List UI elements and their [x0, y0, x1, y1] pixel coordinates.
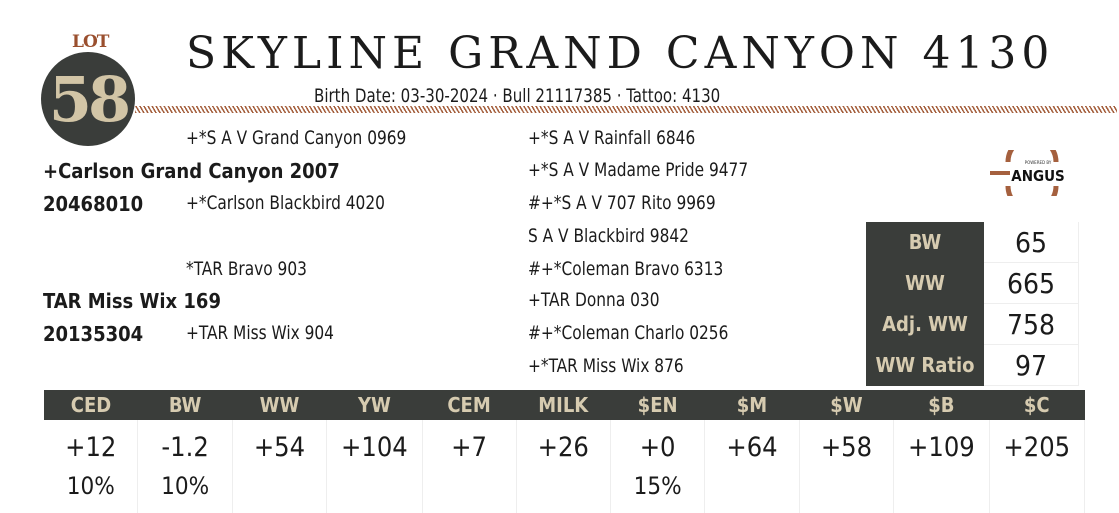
epd-value: +0: [610, 420, 706, 471]
dam-reg: 20135304: [43, 322, 144, 346]
epd-header: CEM: [422, 390, 517, 420]
epd-header: WW: [232, 390, 327, 420]
epd-header: YW: [326, 390, 423, 420]
epd-header: $B: [893, 390, 990, 420]
epd-header: $C: [989, 390, 1085, 420]
pedigree-outer: S A V Blackbird 9842: [528, 225, 689, 247]
hatched-divider: [135, 106, 1117, 113]
sire-dam: +*Carlson Blackbird 4020: [186, 192, 385, 214]
epd-value: -1.2: [137, 420, 233, 471]
pedigree-outer: #+*Coleman Charlo 0256: [528, 322, 729, 344]
epd-header: BW: [137, 390, 233, 420]
epd-percentile: [516, 471, 611, 513]
epd-value: +104: [326, 420, 423, 471]
pedigree-outer: +TAR Donna 030: [528, 289, 660, 311]
lot-label: LOT: [72, 32, 109, 52]
perf-label: BW: [866, 222, 984, 263]
perf-label: WW Ratio: [866, 344, 984, 386]
epd-value: +64: [704, 420, 800, 471]
angus-logo: POWERED BY ANGUS: [990, 150, 1065, 196]
lot-number-badge: 58: [41, 52, 135, 146]
epd-header: MILK: [516, 390, 611, 420]
epd-percentile: 10%: [44, 471, 139, 513]
perf-value: 65: [984, 222, 1079, 263]
epd-values-row: +12 -1.2 +54 +104 +7 +26 +0 +64 +58 +109 +205: [44, 420, 1086, 471]
epd-percentile: [799, 471, 895, 513]
dam-name: TAR Miss Wix 169: [43, 289, 221, 313]
animal-details: Birth Date: 03-30-2024 · Bull 21117385 ·…: [314, 85, 721, 107]
table-row: WW Ratio 97: [866, 344, 1079, 386]
epd-percentile: [422, 471, 517, 513]
epd-percentile: 15%: [610, 471, 706, 513]
pedigree-outer: +*S A V Rainfall 6846: [528, 127, 696, 149]
epd-percentile: [989, 471, 1086, 513]
epd-value: +7: [422, 420, 517, 471]
epd-percentile-row: 10% 10% 15%: [44, 471, 1086, 513]
epd-value: +26: [516, 420, 611, 471]
table-row: Adj. WW 758: [866, 303, 1079, 345]
epd-value: +54: [232, 420, 328, 471]
dam-sire: *TAR Bravo 903: [186, 258, 307, 280]
perf-value: 97: [984, 344, 1079, 386]
epd-percentile: [232, 471, 328, 513]
epd-value: +12: [44, 420, 139, 471]
pedigree-outer: #+*Coleman Bravo 6313: [528, 258, 724, 280]
epd-header: $EN: [610, 390, 705, 420]
svg-text:ANGUS: ANGUS: [1011, 167, 1065, 185]
dam-dam: +TAR Miss Wix 904: [186, 322, 334, 344]
epd-header: $W: [799, 390, 894, 420]
epd-value: +109: [893, 420, 990, 471]
pedigree-outer: #+*S A V 707 Rito 9969: [528, 192, 716, 214]
epd-percentile: 10%: [137, 471, 233, 513]
svg-text:POWERED BY: POWERED BY: [1025, 160, 1052, 165]
pedigree-outer: +*TAR Miss Wix 876: [528, 355, 684, 377]
sire-reg: 20468010: [43, 192, 144, 216]
perf-label: Adj. WW: [866, 303, 984, 345]
perf-label: WW: [866, 262, 984, 304]
epd-header: $M: [704, 390, 800, 420]
epd-header-row: CED BW WW YW CEM MILK $EN $M $W $B $C: [44, 390, 1085, 420]
animal-name-title: SKYLINE GRAND CANYON 4130: [186, 28, 1055, 79]
epd-percentile: [704, 471, 800, 513]
perf-value: 758: [984, 303, 1079, 345]
epd-value: +205: [989, 420, 1086, 471]
epd-percentile: [893, 471, 990, 513]
epd-header: CED: [44, 390, 138, 420]
epd-table: CED BW WW YW CEM MILK $EN $M $W $B $C +12 -1.2 +54 +1…: [44, 390, 1086, 513]
epd-percentile: [326, 471, 423, 513]
perf-value: 665: [984, 262, 1079, 304]
pedigree-outer: +*S A V Madame Pride 9477: [528, 159, 749, 181]
performance-table: BW 65 WW 665 Adj. WW 758 WW Ratio 97: [866, 222, 1079, 386]
table-row: BW 65: [866, 222, 1079, 263]
table-row: WW 665: [866, 262, 1079, 304]
sire-name: +Carlson Grand Canyon 2007: [43, 159, 340, 183]
epd-value: +58: [799, 420, 895, 471]
sire-sire: +*S A V Grand Canyon 0969: [186, 127, 407, 149]
